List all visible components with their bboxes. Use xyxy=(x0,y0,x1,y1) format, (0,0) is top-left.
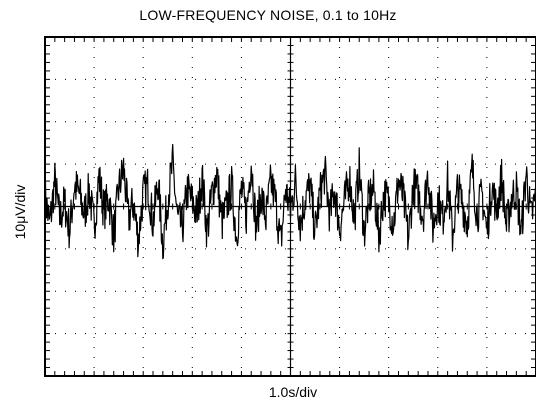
noise-trace xyxy=(44,143,536,260)
plot-frame xyxy=(44,36,536,377)
x-axis-label: 1.0s/div xyxy=(268,384,318,400)
chart-title: LOW-FREQUENCY NOISE, 0.1 to 10Hz xyxy=(139,7,397,23)
